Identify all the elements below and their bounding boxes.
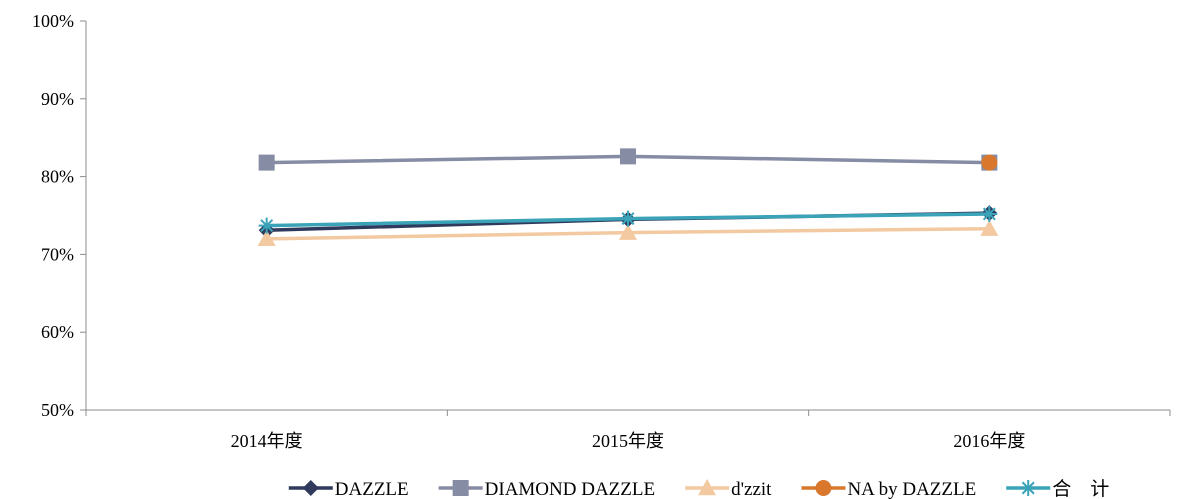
legend-label: DIAMOND DAZZLE bbox=[485, 479, 655, 499]
data-point bbox=[620, 148, 636, 165]
data-point bbox=[258, 154, 275, 171]
legend-marker bbox=[1020, 480, 1037, 496]
y-tick-label: 60% bbox=[41, 322, 74, 342]
legend-marker bbox=[302, 480, 319, 496]
legend-marker bbox=[815, 480, 832, 496]
legend-label: d'zzit bbox=[731, 479, 772, 499]
y-tick-label: 80% bbox=[41, 167, 74, 187]
data-point bbox=[981, 154, 998, 171]
series-na-by-dazzle bbox=[981, 154, 998, 171]
x-tick-label: 2015年度 bbox=[592, 431, 664, 451]
legend: DAZZLE DIAMOND DAZZLE d'zzit NA by DAZZLE 合 … bbox=[288, 478, 1109, 499]
legend-item-diamond-dazzle: DIAMOND DAZZLE bbox=[438, 479, 655, 499]
legend-label: NA by DAZZLE bbox=[847, 479, 976, 499]
legend-item-na-by-dazzle: NA by DAZZLE bbox=[801, 479, 976, 499]
data-point bbox=[257, 229, 276, 247]
legend-marker bbox=[452, 480, 469, 496]
y-tick-label: 100% bbox=[32, 11, 74, 31]
data-point bbox=[258, 217, 275, 234]
series-layer bbox=[257, 148, 999, 247]
legend-marker bbox=[698, 479, 717, 496]
legend-item-total: 合 计 bbox=[1006, 478, 1109, 499]
data-point bbox=[981, 205, 998, 222]
series-diamond-dazzle bbox=[258, 148, 998, 171]
legend-label: DAZZLE bbox=[335, 479, 409, 499]
y-tick-label: 90% bbox=[41, 89, 74, 109]
data-point bbox=[619, 223, 637, 240]
y-tick-label: 70% bbox=[41, 244, 74, 264]
x-tick-label: 2014年度 bbox=[231, 431, 303, 451]
legend-item-dazzle: DAZZLE bbox=[288, 479, 409, 499]
y-tick-label: 50% bbox=[41, 400, 74, 420]
series-total bbox=[258, 205, 998, 234]
series-d-zzit bbox=[257, 219, 999, 247]
x-tick-label: 2016年度 bbox=[953, 431, 1025, 451]
axes: 50% 60% 70% 80% 90% 100% 2014年度 2015年度 2016年度 bbox=[32, 11, 1171, 451]
legend-label: 合 计 bbox=[1052, 478, 1109, 499]
data-point bbox=[620, 210, 636, 227]
data-point bbox=[980, 219, 999, 236]
legend-item-d-zzit: d'zzit bbox=[685, 479, 772, 499]
